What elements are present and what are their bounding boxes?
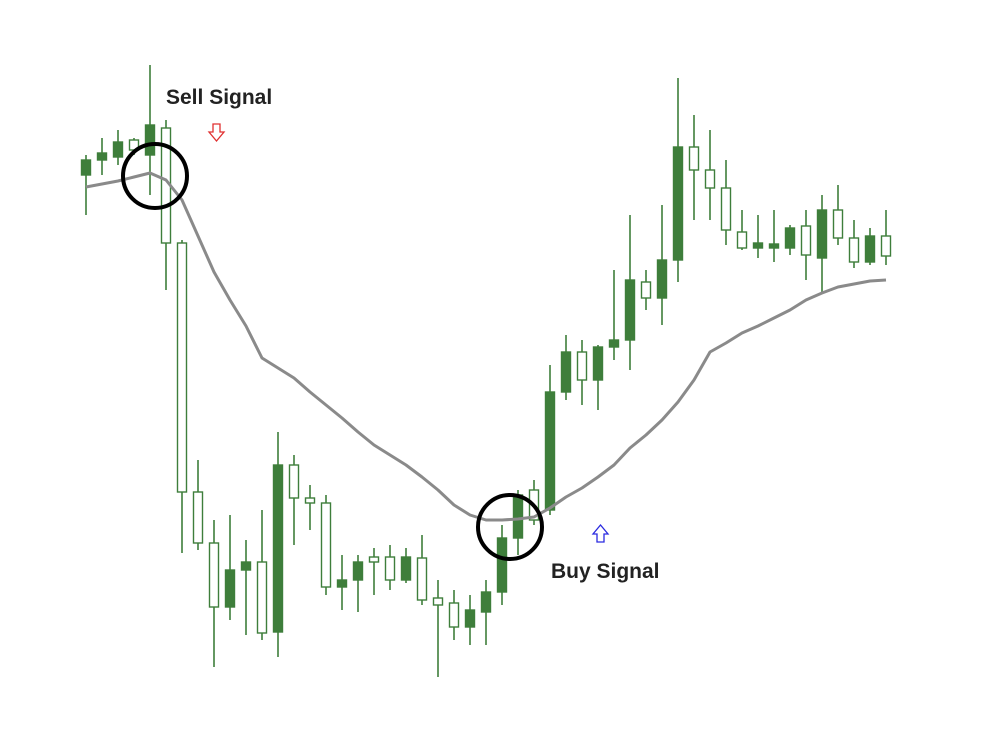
candle-body	[816, 209, 828, 259]
candle-body	[688, 146, 700, 171]
candle-body	[656, 259, 668, 299]
candle-body	[784, 227, 796, 249]
candle-body	[640, 281, 652, 299]
candle-body	[224, 569, 236, 608]
candle-body	[448, 602, 460, 628]
signal-circle	[476, 493, 544, 561]
candle-body	[608, 339, 620, 348]
candle-body	[800, 225, 812, 256]
buy-arrow	[591, 523, 610, 543]
annotation: Sell Signal	[166, 86, 272, 109]
candle-body	[272, 464, 284, 633]
candle-body	[176, 242, 188, 493]
sell-arrow	[207, 123, 226, 143]
candle-body	[320, 502, 332, 588]
candle-body	[240, 561, 252, 571]
candle-body	[256, 561, 268, 634]
candle-body	[496, 537, 508, 593]
candles	[80, 65, 892, 677]
candle-body	[352, 561, 364, 581]
candle-body	[864, 235, 876, 263]
moving-average	[85, 171, 887, 522]
candle-body	[704, 169, 716, 189]
candle-body	[464, 609, 476, 628]
candle-body	[112, 141, 124, 158]
candle-body	[400, 556, 412, 581]
candle-body	[560, 351, 572, 393]
candle-body	[96, 152, 108, 161]
candle-body	[624, 279, 636, 341]
candle-body	[768, 243, 780, 249]
plot-area	[80, 65, 892, 677]
candle-body	[336, 579, 348, 588]
annotation: Buy Signal	[551, 560, 660, 583]
candle-body	[576, 351, 588, 381]
candle-body	[432, 597, 444, 606]
candle-body	[736, 231, 748, 249]
candle-body	[480, 591, 492, 613]
candle-body	[720, 187, 732, 231]
candle-body	[368, 556, 380, 563]
candle-body	[416, 557, 428, 601]
candle-body	[752, 242, 764, 249]
candle-body	[544, 391, 556, 511]
candle-body	[192, 491, 204, 544]
candle-body	[672, 146, 684, 261]
signal-circle	[121, 142, 189, 210]
candle-body	[880, 235, 892, 257]
candle-body	[144, 124, 156, 156]
candle-body	[208, 542, 220, 608]
candle-body	[832, 209, 844, 239]
candle-body	[592, 346, 604, 381]
candle-body	[288, 464, 300, 499]
candle-body	[384, 556, 396, 581]
candle-body	[304, 497, 316, 504]
candle-body	[512, 494, 524, 539]
candle-body	[80, 159, 92, 176]
candle-body	[848, 237, 860, 263]
